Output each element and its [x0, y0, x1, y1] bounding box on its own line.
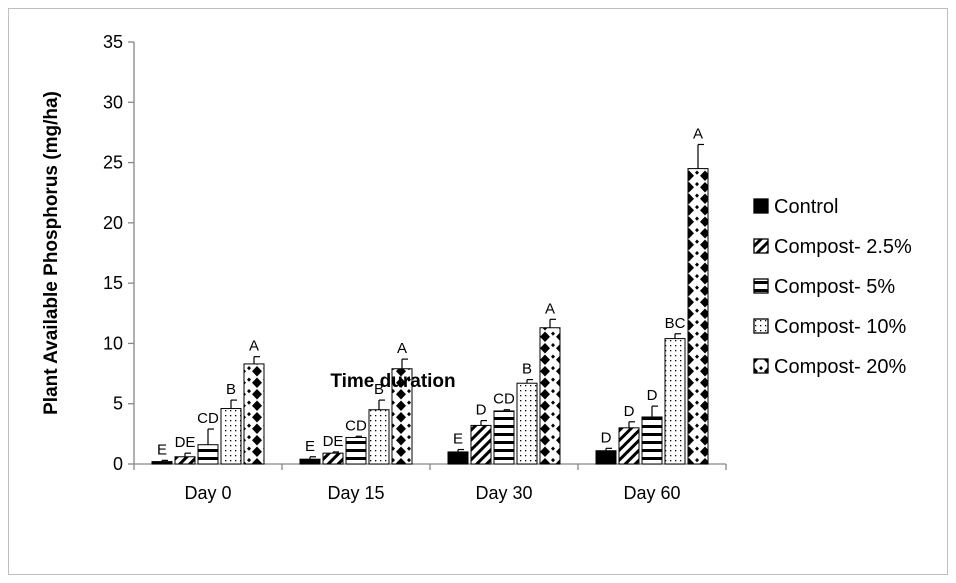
bar	[243, 363, 265, 465]
legend-label: Compost- 20%	[774, 356, 906, 378]
significance-label: BC	[665, 315, 686, 332]
y-tick-label: 0	[113, 454, 123, 474]
significance-label: E	[453, 431, 463, 448]
y-tick-label: 15	[103, 273, 123, 293]
y-axis-title: Plant Available Phosphorus (mg/ha)	[41, 91, 62, 415]
significance-label: A	[545, 300, 555, 317]
bar-chart: 0 5 10 15 20 25 30 35 Day 0 Day 15 Day 30 Day 60 E…	[41, 32, 912, 503]
legend-item: Control	[753, 196, 838, 218]
bar	[299, 458, 321, 465]
legend: Control Compost- 2.5% Compost- 5% Compost- …	[753, 196, 912, 378]
y-tick-label: 10	[103, 333, 123, 353]
legend-swatch	[753, 358, 769, 374]
significance-label: B	[226, 381, 236, 398]
significance-label: D	[601, 429, 612, 446]
significance-label: CD	[345, 417, 367, 434]
significance-label: B	[374, 381, 384, 398]
y-tick-label: 35	[103, 32, 123, 52]
bar	[322, 452, 344, 465]
significance-label: D	[476, 402, 487, 419]
x-tick-label: Day 0	[184, 483, 231, 503]
significance-label: A	[249, 338, 259, 355]
plot-area: 0 5 10 15 20 25 30 35 Day 0 Day 15 Day 30 Day 60 E…	[103, 32, 727, 503]
bar	[595, 450, 617, 465]
legend-swatch	[753, 238, 769, 254]
bar	[470, 424, 492, 465]
x-axis-ticks: Day 0 Day 15 Day 30 Day 60	[133, 464, 727, 503]
y-axis-ticks: 0 5 10 15 20 25 30 35	[103, 32, 134, 474]
legend-item: Compost- 2.5%	[753, 236, 912, 258]
significance-label: CD	[197, 410, 219, 427]
legend-label: Control	[774, 196, 838, 218]
legend-label: Compost- 5%	[774, 276, 895, 298]
bar	[687, 168, 709, 465]
bar	[220, 408, 242, 465]
bar	[641, 416, 663, 465]
significance-label: B	[522, 361, 532, 378]
significance-label: D	[647, 387, 658, 404]
y-tick-label: 20	[103, 213, 123, 233]
legend-item: Compost- 5%	[753, 276, 895, 298]
y-tick-label: 5	[113, 394, 123, 414]
bar	[197, 444, 219, 465]
bar	[516, 382, 538, 465]
x-axis-title: Time duration	[330, 371, 455, 392]
bar	[151, 461, 173, 465]
legend-label: Compost- 10%	[774, 316, 906, 338]
significance-label: E	[157, 441, 167, 458]
bar	[447, 451, 469, 465]
bar	[368, 409, 390, 465]
significance-label: A	[397, 340, 407, 357]
bar	[345, 436, 367, 465]
significance-label: CD	[493, 391, 515, 408]
x-tick-label: Day 60	[623, 483, 680, 503]
bar	[539, 327, 561, 465]
y-tick-label: 25	[103, 153, 123, 173]
x-tick-label: Day 30	[475, 483, 532, 503]
significance-label: E	[305, 438, 315, 455]
significance-label: A	[693, 125, 703, 142]
legend-label: Compost- 2.5%	[774, 236, 912, 258]
bar	[493, 410, 515, 465]
legend-item: Compost- 20%	[753, 356, 906, 378]
bar	[174, 456, 196, 465]
bar	[664, 338, 686, 465]
legend-swatch	[753, 198, 769, 214]
x-tick-label: Day 15	[327, 483, 384, 503]
significance-label: DE	[175, 434, 196, 451]
legend-item: Compost- 10%	[753, 316, 906, 338]
legend-swatch	[753, 318, 769, 334]
bar	[618, 427, 640, 465]
legend-swatch	[753, 278, 769, 294]
significance-label: D	[624, 403, 635, 420]
significance-label: DE	[323, 433, 344, 450]
y-tick-label: 30	[103, 92, 123, 112]
chart-frame: 0 5 10 15 20 25 30 35 Day 0 Day 15 Day 30 Day 60 E…	[8, 8, 948, 575]
